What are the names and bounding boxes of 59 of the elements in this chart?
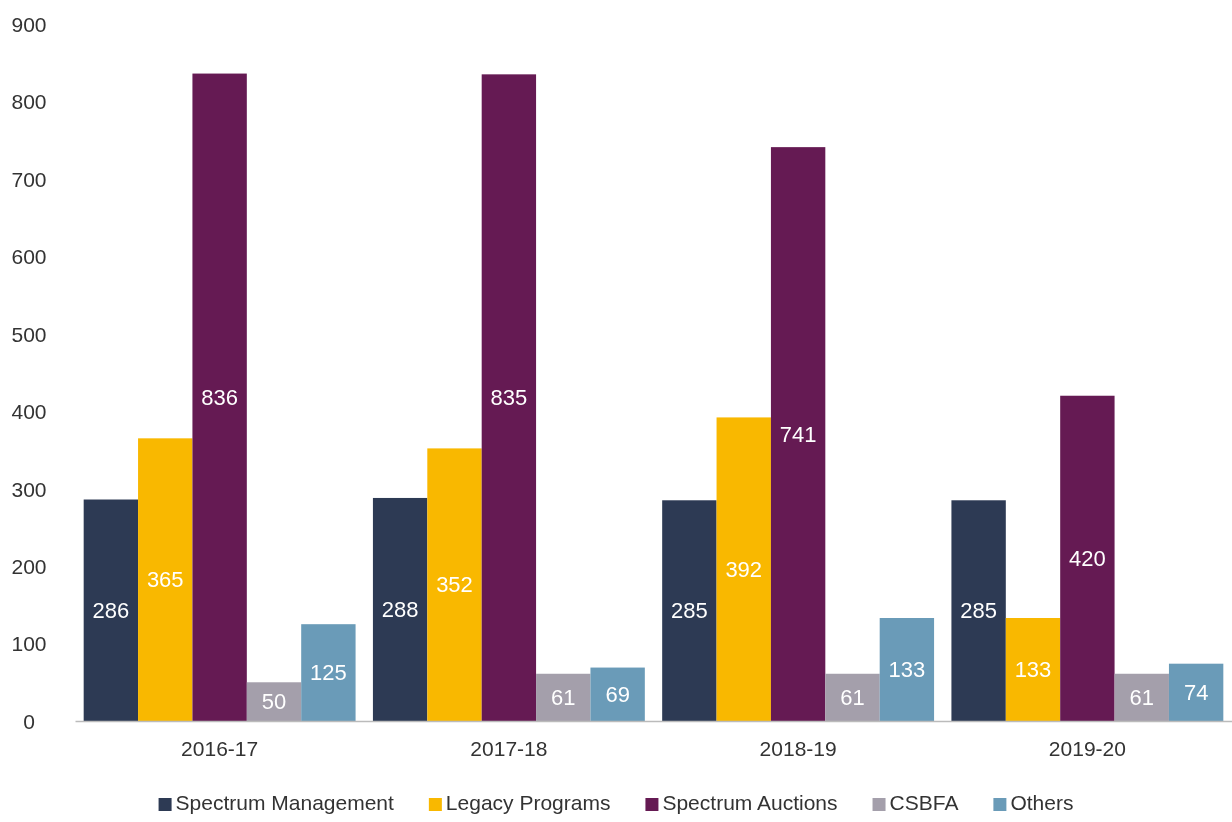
data-label: 285 <box>671 598 708 624</box>
bar <box>83 499 139 721</box>
data-label: 285 <box>960 598 997 624</box>
legend-label: CSBFA <box>889 791 959 814</box>
data-label: 50 <box>261 689 287 715</box>
data-label: 61 <box>840 685 865 711</box>
data-label: 365 <box>146 567 184 593</box>
bar <box>770 147 826 721</box>
x-tick-label: 2019-20 <box>1048 736 1126 760</box>
y-tick-label: 600 <box>11 245 47 269</box>
data-label: 61 <box>1129 685 1154 711</box>
bar <box>192 73 247 721</box>
data-label: 392 <box>725 556 763 582</box>
data-label: 125 <box>310 660 347 686</box>
data-label: 420 <box>1069 546 1106 572</box>
y-tick-label: 700 <box>11 167 47 191</box>
y-tick-label: 800 <box>11 90 47 114</box>
legend-label: Spectrum Management <box>175 791 395 814</box>
bar <box>246 682 302 721</box>
bar <box>536 673 591 721</box>
data-label: 352 <box>436 572 473 598</box>
legend-label: Legacy Programs <box>445 791 611 814</box>
bar <box>138 438 193 721</box>
x-tick-label: 2016-17 <box>181 736 259 760</box>
data-label: 69 <box>605 681 630 707</box>
bar <box>825 673 880 721</box>
bar <box>590 667 645 721</box>
bar <box>662 500 717 721</box>
bar <box>1168 663 1224 721</box>
bar <box>1114 673 1169 721</box>
data-label: 74 <box>1183 680 1209 706</box>
data-label: 836 <box>201 384 238 410</box>
data-label: 286 <box>92 597 130 623</box>
legend-label: Others <box>1010 791 1074 814</box>
bar <box>427 448 482 721</box>
data-label: 288 <box>381 597 419 623</box>
legend-label: Spectrum Auctions <box>662 791 838 814</box>
bar <box>1005 618 1061 721</box>
x-tick-label: 2018-19 <box>759 736 837 760</box>
y-tick-label: 100 <box>11 632 47 656</box>
bar <box>372 497 428 721</box>
bar <box>879 618 935 721</box>
y-tick-label: 200 <box>11 554 47 578</box>
data-label: 133 <box>1014 657 1052 683</box>
y-tick-label: 500 <box>11 322 47 346</box>
y-tick-label: 0 <box>23 709 35 733</box>
data-label: 741 <box>779 421 817 447</box>
x-tick-label: 2017-18 <box>470 736 548 760</box>
y-tick-label: 900 <box>11 12 47 36</box>
data-label: 61 <box>551 685 576 711</box>
bar <box>301 624 356 721</box>
bar <box>481 74 537 721</box>
data-label: 133 <box>888 657 926 683</box>
bar <box>716 417 771 721</box>
bar <box>951 500 1006 721</box>
y-tick-label: 300 <box>11 477 47 501</box>
data-label: 835 <box>490 385 528 411</box>
y-tick-label: 400 <box>11 400 47 424</box>
bar <box>1060 395 1115 721</box>
